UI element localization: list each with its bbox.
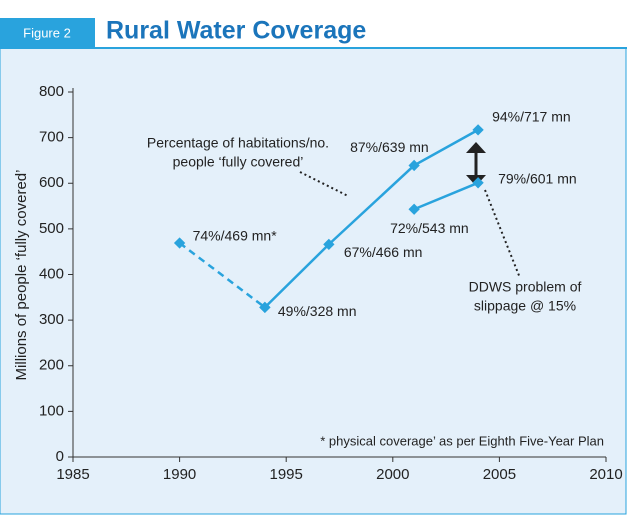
x-tick-label: 2005 — [483, 466, 516, 483]
point — [259, 301, 271, 314]
chart-title: Rural Water Coverage — [106, 17, 366, 45]
y-tick-label: 100 — [39, 402, 64, 419]
data-label: 67%/466 mn — [344, 244, 423, 260]
y-tick-label: 300 — [39, 311, 64, 328]
series-line — [178, 242, 266, 309]
annotation: DDWS problem of — [469, 279, 582, 295]
point — [408, 203, 420, 215]
point — [173, 237, 186, 249]
data-label: 72%/543 mn — [390, 220, 469, 236]
panel — [0, 47, 627, 515]
point — [472, 177, 484, 189]
annotation: * physical coverage’ as per Eighth Five-… — [320, 433, 604, 448]
y-tick-label: 400 — [39, 265, 64, 282]
series-line — [264, 128, 479, 309]
series-line — [413, 181, 479, 211]
annotation: people ‘fully covered’ — [173, 154, 304, 170]
y-axis-label: Millions of people ‘fully covered’ — [13, 170, 30, 381]
figure-label: Figure 2 — [23, 25, 71, 40]
y-tick-label: 600 — [39, 174, 64, 191]
point — [408, 159, 420, 172]
leader-line — [299, 171, 349, 197]
y-tick-label: 500 — [39, 220, 64, 237]
annotation: Percentage of habitations/no. — [147, 135, 329, 151]
x-tick-label: 1985 — [56, 466, 89, 483]
data-label: 49%/328 mn — [278, 303, 357, 319]
y-tick-label: 700 — [39, 129, 64, 146]
point — [323, 238, 335, 251]
data-label: 87%/639 mn — [350, 139, 429, 155]
x-tick-label: 2000 — [376, 466, 409, 483]
y-tick-label: 800 — [39, 83, 64, 100]
data-label: 79%/601 mn — [498, 170, 577, 186]
data-label: 94%/717 mn — [492, 109, 571, 125]
x-tick-label: 1995 — [270, 466, 303, 483]
x-tick-label: 1990 — [163, 466, 196, 483]
figure-tag — [0, 18, 95, 49]
data-label: 74%/469 mn* — [193, 228, 278, 244]
x-tick-label: 2010 — [589, 466, 622, 483]
annotation: slippage @ 15% — [474, 298, 576, 314]
y-tick-label: 200 — [39, 357, 64, 374]
leader-line — [484, 189, 521, 279]
y-tick-label: 0 — [56, 448, 64, 465]
